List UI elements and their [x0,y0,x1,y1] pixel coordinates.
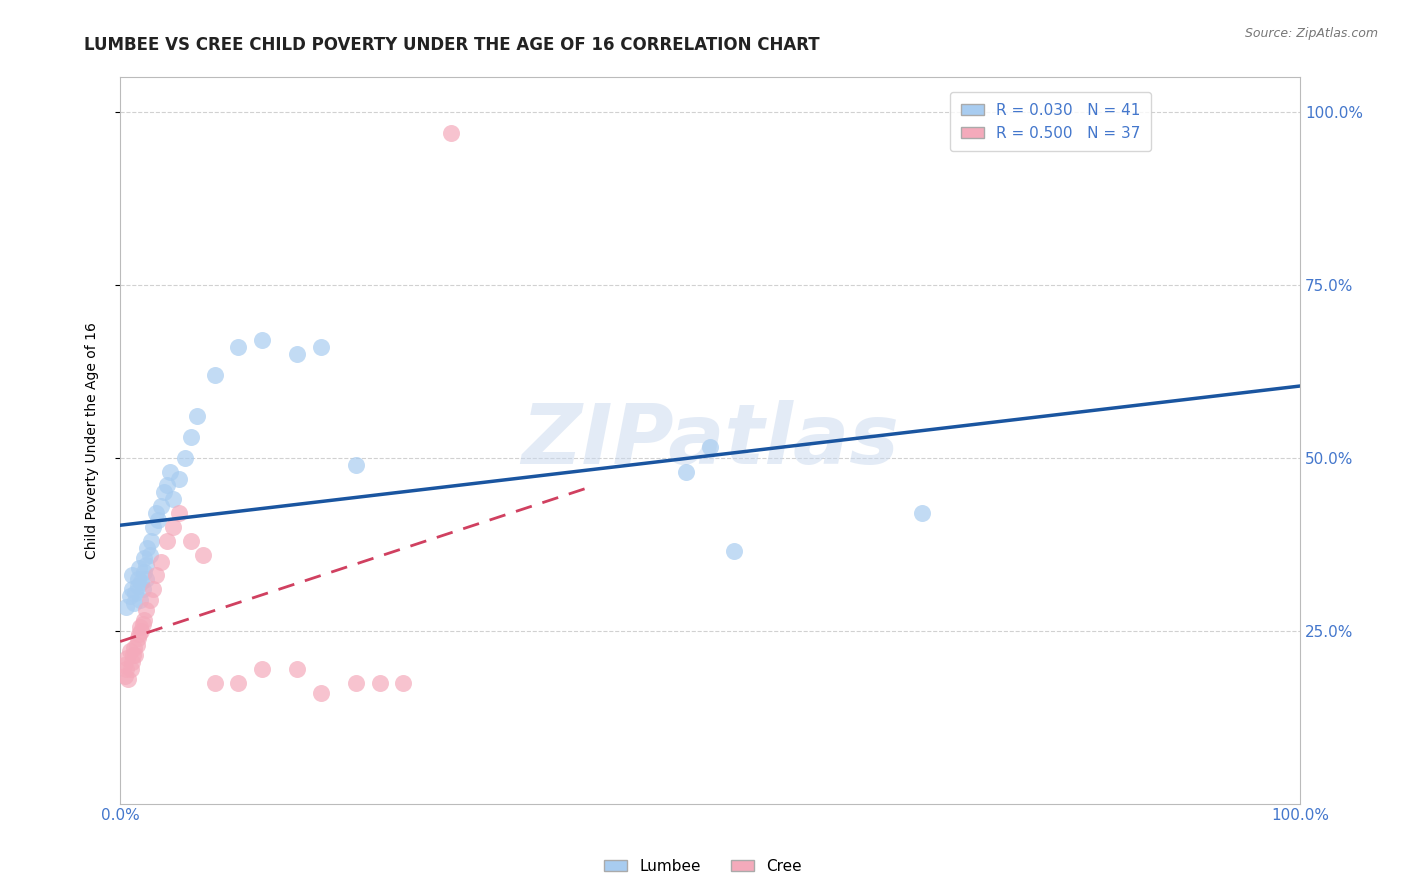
Point [122,648,145,662]
Point [392,675,415,690]
Legend: R = 0.030   N = 41, R = 0.500   N = 37: R = 0.030 N = 41, R = 0.500 N = 37 [950,93,1150,152]
Point [226,675,249,690]
Point [118,589,141,603]
Point [138,548,160,562]
Point [309,340,332,354]
Point [124,648,146,662]
Point [135,572,157,586]
Point [204,368,226,382]
Point [118,644,141,658]
Text: LUMBEE VS CREE CHILD POVERTY UNDER THE AGE OF 16 CORRELATION CHART: LUMBEE VS CREE CHILD POVERTY UNDER THE A… [84,36,820,54]
Point [911,506,934,520]
Point [127,631,149,645]
Point [131,624,153,638]
Point [136,541,159,555]
Point [285,662,308,676]
Point [115,662,138,676]
Text: Source: ZipAtlas.com: Source: ZipAtlas.com [1244,27,1378,40]
Point [250,662,273,676]
Point [115,599,138,614]
Point [131,582,153,597]
Point [142,582,165,597]
Point [142,520,165,534]
Point [156,478,179,492]
Point [132,551,155,566]
Point [128,561,150,575]
Point [146,513,169,527]
Text: ZIPatlas: ZIPatlas [522,400,898,481]
Point [156,533,179,548]
Point [115,651,138,665]
Point [167,506,190,520]
Point [124,640,146,655]
Point [120,662,142,676]
Point [129,592,152,607]
Point [114,668,136,682]
Point [132,565,155,579]
Point [145,568,167,582]
Point [127,579,149,593]
Point [128,627,150,641]
Point [226,340,249,354]
Point [180,430,202,444]
Point [121,568,143,582]
Point [145,506,167,520]
Point [135,558,157,572]
Point [162,492,184,507]
Point [191,548,214,562]
Point [368,675,391,690]
Point [186,409,208,424]
Point [124,596,146,610]
Point [167,472,190,486]
Point [152,485,174,500]
Point [250,333,273,347]
Point [723,544,745,558]
Point [135,603,157,617]
Point [132,613,155,627]
Point [675,465,697,479]
Point [138,592,160,607]
Point [117,672,139,686]
Point [127,572,149,586]
Point [162,520,184,534]
Point [129,620,152,634]
Point [139,533,162,548]
Point [180,533,202,548]
Point [344,675,367,690]
Point [131,575,153,590]
Point [699,441,721,455]
Point [112,658,135,673]
Point [204,675,226,690]
Point [121,655,143,669]
Point [159,465,181,479]
Point [125,638,148,652]
Point [150,555,173,569]
Y-axis label: Child Poverty Under the Age of 16: Child Poverty Under the Age of 16 [86,322,100,559]
Legend: Lumbee, Cree: Lumbee, Cree [598,853,808,880]
Point [124,585,146,599]
Point [344,458,367,472]
Point [285,347,308,361]
Point [131,616,153,631]
Point [121,582,143,597]
Point [439,126,461,140]
Point [150,500,173,514]
Point [309,686,332,700]
Point [174,450,197,465]
